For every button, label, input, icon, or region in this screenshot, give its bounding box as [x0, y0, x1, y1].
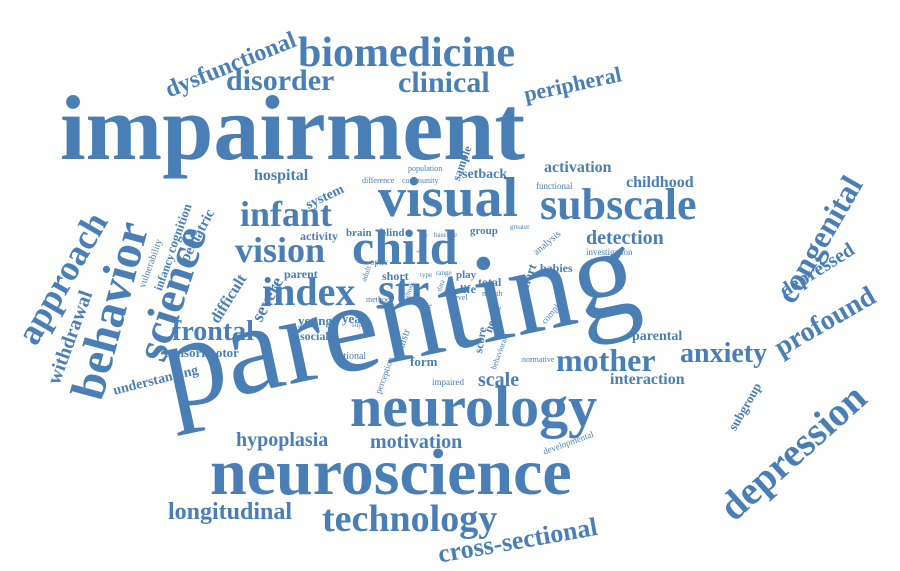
word-short: short — [382, 269, 409, 283]
word-form: form — [410, 354, 438, 369]
word-difference: difference — [362, 176, 395, 185]
word-technology: technology — [322, 498, 498, 540]
word-neuroscience: neuroscience — [210, 436, 572, 509]
word-level: level — [452, 293, 468, 302]
word-activity: activity — [300, 229, 338, 243]
word-peripheral: peripheral — [521, 61, 624, 107]
word-year: year — [342, 311, 367, 326]
word-activation: activation — [544, 159, 612, 176]
word-hypoplasia: hypoplasia — [236, 429, 329, 451]
word-functional: functional — [536, 181, 573, 191]
word-investigation: investigation — [586, 247, 633, 257]
word-childhood: childhood — [626, 174, 694, 191]
word-parent: parent — [284, 267, 318, 281]
word-depression: depression — [709, 374, 876, 530]
word-vision: vision — [235, 230, 326, 270]
word-community: community — [402, 176, 439, 185]
word-scale: scale — [478, 369, 520, 391]
word-type: type — [420, 271, 433, 279]
word-mother: mother — [556, 342, 656, 378]
word-young: young — [298, 313, 332, 328]
word-anxiety: anxiety — [680, 338, 768, 369]
word-babies: babies — [540, 261, 573, 275]
word-str: str — [378, 265, 430, 314]
word-neurology: neurology — [350, 374, 598, 439]
word-subscale: subscale — [540, 180, 697, 229]
word-total: total — [478, 275, 502, 289]
word-frontal: frontal — [172, 316, 254, 347]
word-baseline: baseline — [434, 231, 457, 239]
word-support: support — [352, 321, 373, 329]
word-index: index — [262, 269, 356, 314]
word-impaired: impaired — [432, 377, 464, 387]
word-visual: visual — [378, 167, 519, 229]
word-normative: normative — [522, 355, 555, 364]
word-setback: setback — [462, 167, 508, 182]
word-social: social — [300, 329, 329, 343]
word-month: month — [482, 289, 503, 298]
word-interaction: interaction — [610, 371, 685, 388]
word-subgroup: subgroup — [725, 380, 765, 433]
word-optic: optic — [370, 257, 388, 267]
word-detection: detection — [586, 227, 664, 249]
word-play: play — [456, 269, 477, 281]
word-life: life — [460, 282, 476, 296]
word-clinical: clinical — [398, 66, 490, 99]
word-motivation: motivation — [370, 431, 463, 453]
word-sensorimotor: sensorimotor — [166, 345, 239, 360]
word-method: method — [366, 295, 390, 304]
word-disorder: disorder — [226, 64, 335, 97]
word-parental: parental — [632, 329, 683, 344]
word-blind: blind — [380, 227, 405, 239]
word-range: range — [436, 269, 452, 277]
word-hospital: hospital — [254, 167, 309, 184]
word-greater: greater — [510, 223, 530, 231]
word-population: population — [408, 164, 443, 173]
word-group: group — [470, 225, 498, 237]
word-infant: infant — [240, 194, 333, 234]
word-national: national — [334, 351, 367, 362]
word-longitudinal: longitudinal — [168, 499, 293, 525]
word-child: child — [352, 219, 458, 275]
word-impairment: impairment — [60, 77, 526, 179]
word-biomedicine: biomedicine — [298, 30, 515, 76]
word-brain: brain — [346, 227, 372, 239]
